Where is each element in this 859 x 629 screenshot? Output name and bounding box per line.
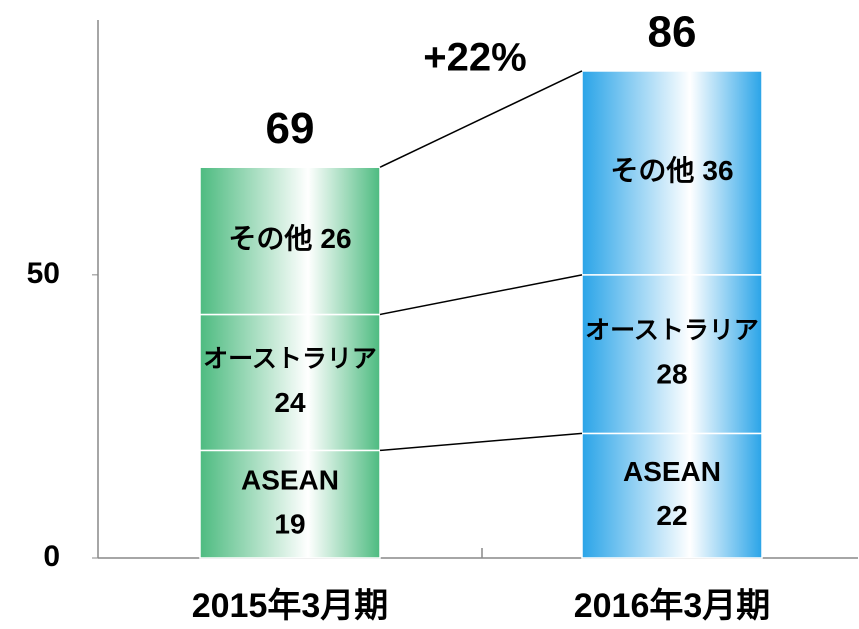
segment-name: その他 [228, 223, 312, 254]
bar-segment [199, 313, 381, 452]
segment-name: オーストラリア [585, 317, 759, 345]
bar-segment [581, 274, 763, 435]
change-annotation: +22% [423, 36, 526, 80]
segment-name: ASEAN [623, 456, 721, 487]
segment-label: その他 36 [610, 155, 733, 186]
segment-name: オーストラリア [203, 345, 377, 373]
x-tick-label: 2016年3月期 [574, 587, 771, 625]
segment-label: その他 26 [228, 223, 351, 254]
segment-value: 19 [274, 509, 305, 540]
segment-value: 24 [274, 387, 306, 418]
total-label: 69 [266, 104, 315, 153]
bar-segment [199, 166, 381, 316]
segment-name: ASEAN [241, 465, 339, 496]
y-tick-label: 0 [43, 540, 60, 573]
bar-segment [581, 432, 763, 559]
connector-line [379, 274, 583, 316]
connector-line [379, 432, 583, 452]
y-tick-label: 50 [27, 257, 60, 290]
segment-value: 36 [702, 155, 733, 186]
x-tick-label: 2015年3月期 [192, 587, 389, 625]
connector-line [379, 70, 583, 168]
bar-segment [581, 70, 763, 276]
segment-value: 28 [656, 359, 687, 390]
segment-value: 26 [320, 223, 351, 254]
total-label: 86 [648, 8, 697, 57]
bar-segment [199, 449, 381, 559]
segment-name: その他 [610, 155, 694, 186]
segment-value: 22 [656, 500, 687, 531]
